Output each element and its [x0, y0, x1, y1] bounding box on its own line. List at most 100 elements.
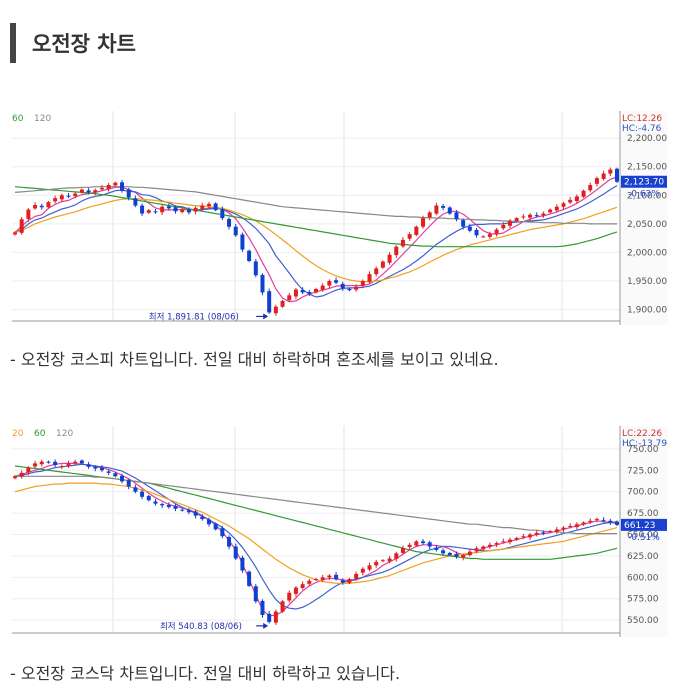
kospi-chart: 1,900.00 1,950.00 2,000.00 2,050.00 2,100.00…	[10, 111, 668, 325]
candle-body	[615, 521, 619, 525]
candle-body	[400, 548, 405, 553]
candle-body	[561, 527, 566, 530]
candle-body	[387, 558, 392, 562]
current-value-box	[621, 175, 667, 188]
candle-body	[39, 461, 44, 465]
y-tick-label: 550.00	[627, 616, 659, 626]
candle-body	[146, 496, 151, 501]
candle-body	[200, 205, 205, 210]
candle-body	[153, 501, 158, 504]
candle-body	[541, 532, 546, 534]
y-tick-label: 600.00	[627, 573, 659, 583]
candle-body	[186, 209, 191, 213]
candle-body	[86, 190, 91, 193]
kosdaq-caption: - 오전장 코스닥 차트입니다. 전일 대비 하락하고 있습니다.	[10, 664, 401, 683]
candle-body	[39, 205, 44, 208]
candle-body	[280, 301, 285, 307]
candle-body	[13, 232, 17, 235]
candle-body	[33, 463, 38, 467]
candle-body	[200, 516, 205, 520]
candle-body	[320, 285, 325, 290]
candle-body	[220, 528, 225, 537]
candle-body	[173, 505, 178, 509]
y-tick-label: 725.00	[627, 466, 659, 476]
candle-body	[99, 187, 104, 190]
ma-line-10	[14, 463, 618, 610]
candle-body	[160, 206, 165, 213]
candle-body	[608, 520, 613, 523]
candle-body	[166, 504, 171, 508]
current-value-label: 2,123.70	[624, 178, 664, 188]
candle-body	[474, 548, 479, 551]
candle-body	[380, 560, 385, 562]
candle-body	[233, 226, 238, 236]
y-tick-label: 2,100.00	[627, 191, 667, 201]
candle-body	[133, 198, 138, 206]
candle-body	[387, 254, 392, 263]
lc-readout: LC:22.26	[622, 429, 662, 439]
candle-body	[561, 203, 566, 207]
candle-body	[534, 532, 539, 535]
candle-body	[307, 292, 312, 294]
candle-body	[253, 586, 258, 602]
candle-body	[434, 547, 439, 550]
kosdaq-chart-svg: 550.00 575.00 600.00 625.00 650.00 675.00 700.…	[10, 426, 668, 637]
candle-body	[481, 236, 486, 238]
y-tick-label: 2,000.00	[627, 248, 667, 258]
candle-body	[180, 209, 185, 213]
candle-body	[166, 206, 171, 209]
candle-body	[59, 465, 64, 467]
candle-body	[73, 461, 78, 464]
candle-body	[113, 473, 118, 477]
lc-readout: LC:12.26	[622, 114, 662, 124]
candle-body	[73, 193, 78, 197]
candle-body	[53, 461, 58, 466]
candle-body	[421, 541, 426, 544]
y-tick-label: 2,050.00	[627, 220, 667, 230]
kospi-caption: - 오전장 코스피 차트입니다. 전일 대비 하락하며 혼조세를 보이고 있네요…	[10, 350, 499, 369]
candle-body	[568, 199, 573, 203]
candle-body	[314, 289, 318, 293]
candle-body	[260, 274, 265, 293]
candle-body	[293, 587, 298, 594]
candle-body	[287, 592, 292, 601]
y-tick-label: 1,900.00	[627, 306, 667, 316]
candle-body	[227, 537, 232, 547]
candle-body	[427, 542, 432, 547]
candle-body	[594, 519, 599, 521]
candle-body	[26, 467, 31, 473]
candle-body	[180, 509, 185, 511]
legend-entry: 20	[12, 429, 24, 439]
candle-body	[260, 600, 265, 616]
kospi-chart-svg: 1,900.00 1,950.00 2,000.00 2,050.00 2,100.00…	[10, 111, 668, 325]
candle-body	[514, 537, 519, 540]
candle-body	[574, 196, 579, 202]
hc-readout: HC:-4.76	[622, 124, 662, 134]
candle-body	[120, 182, 125, 191]
candle-body	[206, 203, 211, 206]
candle-body	[173, 207, 178, 212]
candle-body	[521, 536, 526, 538]
y-tick-label: 700.00	[627, 488, 659, 498]
candle-body	[287, 295, 292, 301]
y-tick-label: 750.00	[627, 445, 659, 455]
y-tick-label: 2,150.00	[627, 163, 667, 173]
candle-body	[394, 246, 399, 256]
candle-body	[487, 544, 492, 547]
candle-body	[327, 281, 332, 286]
candle-body	[407, 234, 412, 239]
y-tick-label: 650.00	[627, 531, 659, 541]
candle-body	[153, 211, 158, 213]
candle-body	[588, 185, 593, 191]
candle-body	[494, 229, 499, 234]
candle-body	[26, 209, 31, 219]
candle-body	[273, 306, 278, 314]
candle-body	[160, 504, 165, 506]
candle-body	[227, 218, 232, 227]
candle-body	[240, 234, 245, 250]
candle-body	[474, 229, 479, 236]
candle-body	[19, 219, 24, 233]
candle-body	[327, 575, 332, 578]
candle-body	[13, 476, 17, 479]
current-change-label: -0.51%	[628, 533, 660, 543]
